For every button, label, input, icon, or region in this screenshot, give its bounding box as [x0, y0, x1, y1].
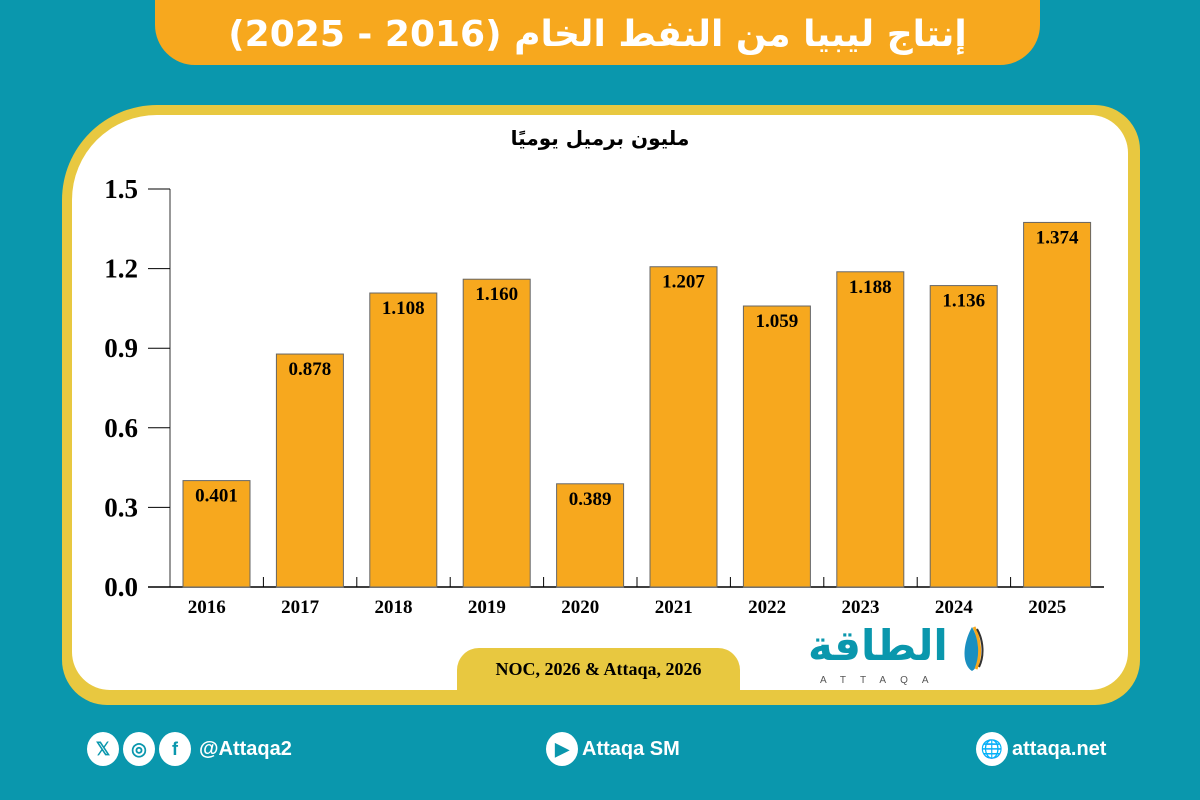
data-label: 1.374 [1036, 227, 1079, 248]
data-label: 0.401 [195, 486, 238, 507]
attaqa-logo: الطاقة ATTAQA [808, 621, 988, 687]
globe-icon[interactable]: 🌐 [976, 732, 1008, 766]
bar-2017 [275, 353, 344, 588]
x-tick-label: 2021 [655, 597, 693, 618]
bar-2025 [1023, 221, 1092, 588]
data-label: 1.108 [382, 298, 425, 319]
website-url[interactable]: attaqa.net [1012, 737, 1107, 760]
page-title: إنتاج ليبيا من النفط الخام (2016 - 2025) [228, 14, 967, 55]
bar-2018 [369, 292, 438, 588]
bar-2022 [742, 305, 811, 588]
y-tick-label: 0.6 [104, 413, 138, 443]
facebook-icon[interactable]: f [159, 732, 191, 766]
youtube-channel[interactable]: Attaqa SM [582, 737, 680, 760]
bar-2016 [182, 480, 251, 588]
x-tick-label: 2022 [748, 597, 786, 618]
x-tick-label: 2019 [468, 597, 506, 618]
bar-2020 [556, 483, 625, 588]
logo-latin: ATTAQA [820, 675, 943, 686]
y-tick-label: 0.9 [104, 333, 138, 363]
x-tick-label: 2018 [375, 597, 413, 618]
y-axis-unit-label: مليون برميل يوميًا [510, 126, 690, 150]
data-label: 1.188 [849, 277, 892, 298]
x-tick-label: 2025 [1028, 597, 1066, 618]
y-tick-label: 0.3 [104, 492, 138, 522]
x-tick-label: 2020 [561, 597, 599, 618]
bar-2024 [929, 285, 998, 588]
social-links: 𝕏 ◎ f @Attaqa2 [87, 732, 292, 766]
data-label: 1.160 [475, 284, 518, 305]
instagram-icon[interactable]: ◎ [123, 732, 155, 766]
x-tick-label: 2016 [188, 597, 226, 618]
data-label: 1.136 [942, 291, 985, 312]
youtube-link: ▶ Attaqa SM [546, 732, 680, 766]
y-tick-label: 0.0 [104, 572, 138, 602]
title-banner: إنتاج ليبيا من النفط الخام (2016 - 2025) [155, 0, 1040, 65]
x-tick-label: 2024 [935, 597, 974, 618]
data-label: 0.389 [569, 489, 612, 510]
x-icon[interactable]: 𝕏 [87, 732, 119, 766]
bar-2019 [462, 278, 531, 588]
y-tick-label: 1.2 [104, 254, 138, 284]
data-label: 1.207 [662, 272, 705, 293]
drop-flame-icon [964, 626, 984, 671]
x-tick-label: 2023 [842, 597, 880, 618]
y-tick-label: 1.5 [104, 174, 138, 204]
bar-2021 [649, 266, 718, 588]
youtube-icon[interactable]: ▶ [546, 732, 578, 766]
x-tick-label: 2017 [281, 597, 320, 618]
social-handle[interactable]: @Attaqa2 [199, 737, 292, 760]
data-label: 1.059 [756, 311, 799, 332]
logo-arabic: الطاقة [808, 621, 948, 670]
bar-2023 [836, 271, 905, 588]
data-label: 0.878 [289, 359, 332, 380]
source-label: NOC, 2026 & Attaqa, 2026 [457, 648, 740, 690]
website-link: 🌐 attaqa.net [976, 732, 1106, 766]
